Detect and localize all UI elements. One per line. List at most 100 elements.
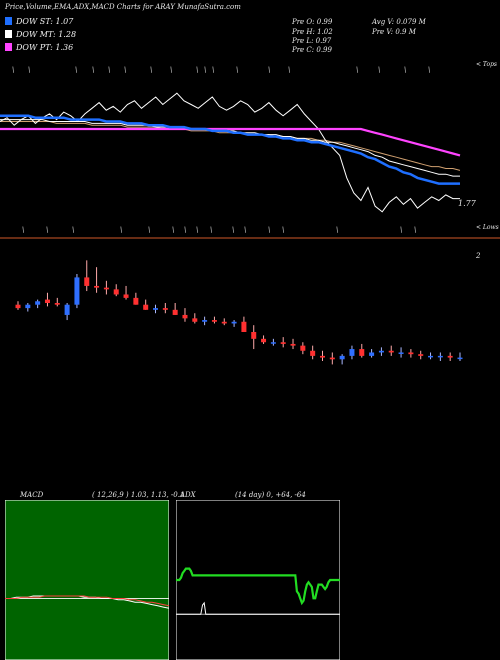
low-marker: \ xyxy=(196,226,198,234)
top-marker: \ xyxy=(204,66,206,74)
candle-body xyxy=(74,277,80,305)
adx-background xyxy=(176,500,340,660)
candle-body xyxy=(133,297,139,305)
candle-body xyxy=(428,355,434,358)
dow-mt-legend: DOW MT: 1.28 xyxy=(5,28,76,40)
top-marker: \ xyxy=(12,66,14,74)
candle-body xyxy=(15,304,21,309)
low-marker: \ xyxy=(148,226,150,234)
prev-low: Pre L: 0.97 xyxy=(292,37,332,45)
candle-body xyxy=(182,314,188,319)
adx-series-plus-di xyxy=(176,567,340,606)
top-marker: \ xyxy=(28,66,30,74)
dow-pt-label: DOW PT: 1.36 xyxy=(16,42,74,52)
series-line-close xyxy=(0,92,460,213)
tops-label: < Tops xyxy=(476,61,498,68)
price-ema-chart: \ \ \ \ \ \ \ \ \ \ \ \ \ \ \ \ \ \ \ \ \ \ \ \ \ \ \ \ \ \ \ \ \ \ xyxy=(0,66,500,239)
candle-body xyxy=(35,301,41,305)
top-marker: \ xyxy=(378,66,380,74)
prev-open: Pre O: 0.99 xyxy=(292,18,333,26)
top-marker: \ xyxy=(236,66,238,74)
low-marker: \ xyxy=(400,226,402,234)
candle-body xyxy=(408,352,414,355)
last-price-label: 1.77 xyxy=(458,199,476,208)
candle-body xyxy=(388,350,394,353)
candle-body xyxy=(172,309,178,315)
prev-high: Pre H: 1.02 xyxy=(292,28,333,36)
low-marker: \ xyxy=(210,226,212,234)
candle-body xyxy=(25,304,31,309)
candle-body xyxy=(94,285,100,288)
top-marker: \ xyxy=(92,66,94,74)
candle-body xyxy=(447,355,453,358)
candle-body xyxy=(84,277,90,286)
candle-body xyxy=(398,352,404,354)
lows-label: < Lows xyxy=(476,224,499,231)
macd-chart xyxy=(5,500,169,660)
macd-params: ( 12,26,9 ) 1.03, 1.13, -0.1 xyxy=(92,491,185,499)
candle-body xyxy=(369,352,375,356)
dow-pt-legend: DOW PT: 1.36 xyxy=(5,41,73,53)
candle-body xyxy=(378,350,384,353)
dow-pt-swatch xyxy=(5,43,12,51)
candle-body xyxy=(231,321,237,324)
candle-body xyxy=(319,355,325,358)
candle-body xyxy=(359,349,365,356)
candle-body xyxy=(162,308,168,310)
top-marker: \ xyxy=(124,66,126,74)
avg-volume: Avg V: 0.079 M xyxy=(372,18,426,26)
low-marker: \ xyxy=(172,226,174,234)
top-marker: \ xyxy=(150,66,152,74)
candle-body xyxy=(339,355,345,360)
top-marker: \ xyxy=(428,66,430,74)
low-marker: \ xyxy=(268,226,270,234)
candle-body xyxy=(457,357,463,360)
low-marker: \ xyxy=(22,226,24,234)
candle-body xyxy=(270,342,276,344)
candle-body xyxy=(418,354,424,356)
candle-body xyxy=(211,320,217,322)
low-marker: \ xyxy=(336,226,338,234)
candle-level-label: 2 xyxy=(476,252,481,260)
candle-body xyxy=(54,303,60,305)
prev-volume: Pre V: 0.9 M xyxy=(372,28,416,36)
candle-body xyxy=(241,321,247,332)
series-line-dow-pt xyxy=(0,127,461,157)
top-marker: \ xyxy=(404,66,406,74)
dow-mt-label: DOW MT: 1.28 xyxy=(16,29,77,39)
adx-series-adx xyxy=(176,601,340,615)
low-marker: \ xyxy=(120,226,122,234)
adx-params: (14 day) 0, +64, -64 xyxy=(235,491,306,499)
candle-body xyxy=(280,342,286,344)
macd-series-signal xyxy=(5,595,169,607)
adx-label: ADX xyxy=(180,491,196,499)
low-marker: \ xyxy=(72,226,74,234)
candle-body xyxy=(290,343,296,346)
top-marker: \ xyxy=(356,66,358,74)
candle-body xyxy=(44,299,50,303)
candle-body xyxy=(153,308,159,310)
macd-background xyxy=(5,500,169,660)
candle-body xyxy=(251,332,257,339)
series-line-ema-short xyxy=(0,114,460,185)
top-marker: \ xyxy=(75,66,77,74)
candle-body xyxy=(300,345,306,351)
low-marker: \ xyxy=(184,226,186,234)
candle-body xyxy=(349,349,355,356)
candle-body xyxy=(123,294,129,298)
candle-body xyxy=(329,357,335,360)
macd-series-macd xyxy=(5,595,169,609)
candle-body xyxy=(103,287,109,290)
dow-st-legend: DOW ST: 1.07 xyxy=(5,15,73,27)
chart-title: Price,Volume,EMA,ADX,MACD Charts for ARA… xyxy=(5,3,241,11)
candle-body xyxy=(113,289,119,295)
dow-st-swatch xyxy=(5,17,12,25)
dow-mt-swatch xyxy=(5,30,12,38)
top-marker: \ xyxy=(212,66,214,74)
top-marker: \ xyxy=(268,66,270,74)
low-marker: \ xyxy=(414,226,416,234)
candle-body xyxy=(261,338,267,343)
candle-body xyxy=(310,350,316,356)
candle-body xyxy=(64,304,70,315)
candlestick-chart xyxy=(15,260,463,365)
